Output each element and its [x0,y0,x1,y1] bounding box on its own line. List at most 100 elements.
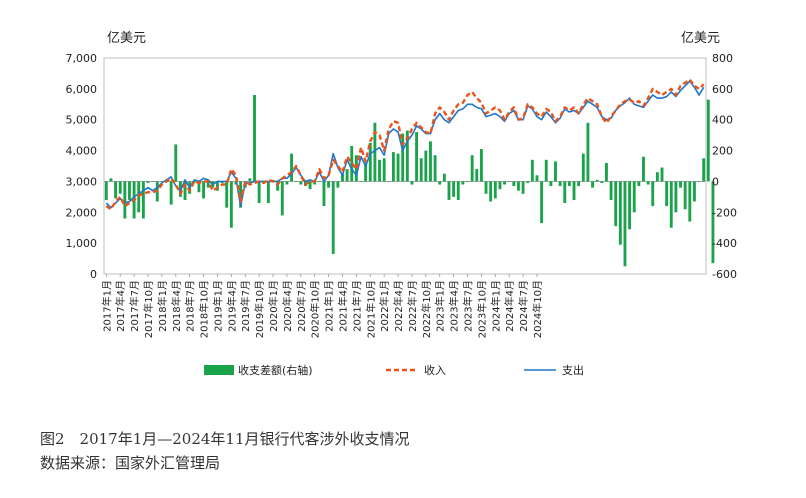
x-tick-label: 2019年4月 [225,280,238,332]
balance-bar [313,181,317,185]
x-tick-label: 2021年1月 [323,280,336,332]
balance-bar [229,181,233,228]
balance-bar [572,181,576,200]
balance-bar [206,181,210,188]
balance-bar [558,181,562,187]
y-left-tick-label: 5,000 [66,114,98,127]
balance-bar [248,178,252,182]
balance-bar [146,181,150,183]
balance-bar [280,181,284,216]
balance-bar [683,181,687,210]
y-right-tick-label: 0 [712,175,719,188]
x-tick-label: 2018年7月 [184,280,197,332]
x-tick-label: 2018年4月 [170,280,183,332]
balance-bar [535,175,539,182]
balance-bar [419,158,423,182]
legend-income-label: 收入 [424,363,446,377]
balance-bar [317,181,321,183]
balance-bar [225,181,229,208]
income-line [105,78,705,211]
balance-bar [544,159,548,182]
balance-bar [174,144,178,182]
balance-bar [503,181,506,185]
x-tick-label: 2017年4月 [114,280,127,332]
balance-bar [447,181,451,200]
balance-bar [336,181,340,188]
balance-bar [614,181,618,227]
x-tick-label: 2017年10月 [142,280,155,338]
balance-bar [382,158,386,182]
balance-bar [341,173,344,182]
balance-bar [628,181,632,230]
balance-bar [239,181,243,208]
balance-bar [216,181,219,191]
balance-bar [507,181,511,183]
x-tick-label: 2023年7月 [462,280,475,332]
y-right-tick-label: -600 [712,268,737,281]
balance-bar [517,181,520,191]
balance-bar [387,181,391,183]
balance-bar [373,122,377,182]
balance-bar [711,181,715,264]
balance-bar [581,153,585,182]
balance-bar [433,155,437,182]
left-axis-unit: 亿美元 [107,31,146,46]
balance-bar [396,153,400,182]
balance-bar [308,181,312,190]
x-tick-label: 2019年1月 [211,280,224,332]
balance-bar [489,181,493,202]
legend-expense-label: 支出 [562,363,584,377]
x-tick-label: 2024年1月 [489,280,502,332]
x-tick-label: 2024年10月 [531,280,544,338]
x-tick-label: 2020年1月 [267,280,280,332]
x-tick-label: 2021年7月 [350,280,363,332]
balance-bar [665,181,669,207]
balance-bar [567,181,571,187]
balance-bar [512,181,516,187]
balance-bar [290,153,293,182]
balance-bar [197,181,201,193]
balance-bar [128,181,131,200]
balance-bar [415,132,419,182]
y-left-tick-label: 6,000 [66,83,98,96]
balance-bar [577,181,581,187]
balance-bar [253,95,256,182]
balance-bar [623,181,627,267]
y-left-tick-label: 3,000 [66,175,98,188]
balance-bar [299,181,303,185]
balance-bar [378,159,381,182]
x-tick-label: 2020年4月 [281,280,294,332]
y-right-tick-label: 800 [712,52,733,65]
x-tick-label: 2021年10月 [364,280,377,338]
x-tick-label: 2024年7月 [517,280,530,332]
balance-bar [322,181,326,207]
balance-bar [475,169,479,182]
balance-bar [540,181,544,224]
x-tick-label: 2020年10月 [309,280,322,338]
x-tick-label: 2017年1月 [100,280,113,332]
balance-bar [391,152,395,182]
balance-bar [632,181,636,213]
y-right-tick-label: -200 [712,206,737,219]
y-left-tick-label: 4,000 [66,145,98,158]
balance-bar [609,181,613,200]
balance-bar [526,181,530,183]
balance-bar [327,181,331,188]
balance-bar [257,181,261,204]
x-tick-label: 2021年4月 [336,280,349,332]
x-tick-label: 2018年10月 [198,280,211,338]
x-tick-label: 2022年10月 [420,280,433,338]
balance-bar [141,181,145,219]
x-tick-label: 2020年7月 [295,280,308,332]
balance-bar [104,181,108,200]
balance-bar [521,181,525,194]
balance-bar [192,181,196,183]
legend-balance-label: 收支差额(右轴) [238,363,313,377]
balance-bar [563,181,567,204]
balance-bar [294,181,298,183]
y-left-tick-label: 1,000 [66,237,98,250]
balance-bar [285,181,289,185]
balance-bar [591,181,594,188]
balance-bar [549,181,553,187]
balance-bar [442,173,446,182]
